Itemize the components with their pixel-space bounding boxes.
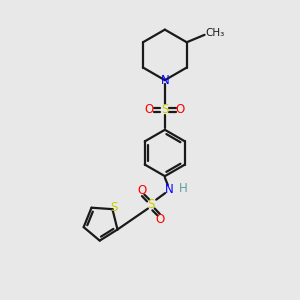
Text: O: O <box>145 103 154 116</box>
Text: O: O <box>137 184 147 196</box>
Text: O: O <box>155 213 164 226</box>
Text: H: H <box>179 182 188 195</box>
Text: S: S <box>147 199 155 212</box>
Text: N: N <box>160 74 169 87</box>
Text: CH₃: CH₃ <box>206 28 225 38</box>
Text: O: O <box>176 103 185 116</box>
Text: S: S <box>110 201 118 214</box>
Text: N: N <box>165 183 174 196</box>
Text: S: S <box>161 103 169 116</box>
